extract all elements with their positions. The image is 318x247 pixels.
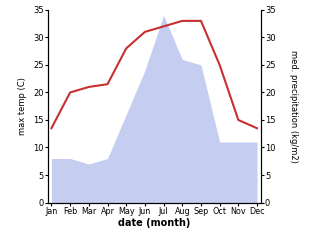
Y-axis label: med. precipitation (kg/m2): med. precipitation (kg/m2) [289,50,298,163]
Y-axis label: max temp (C): max temp (C) [18,77,27,135]
X-axis label: date (month): date (month) [118,219,190,228]
